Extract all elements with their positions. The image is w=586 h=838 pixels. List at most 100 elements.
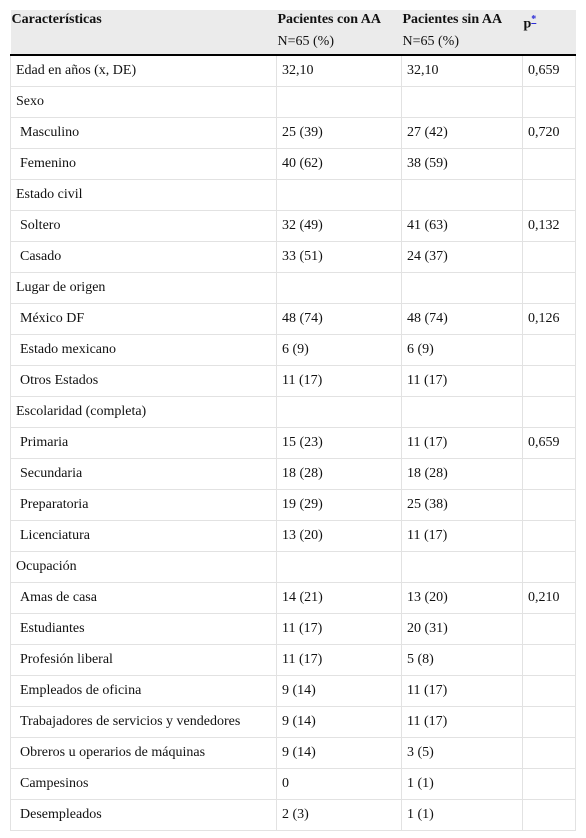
cell <box>276 551 402 583</box>
cell: 18 (28) <box>276 458 402 490</box>
cell <box>522 272 576 304</box>
footnote-link[interactable]: * <box>531 14 537 25</box>
row-label: Estudiantes <box>10 613 277 645</box>
table-row: Estado mexicano 6 (9) 6 (9) <box>10 334 576 366</box>
cell: 14 (21) <box>276 582 402 614</box>
table-row: Secundaria 18 (28) 18 (28) <box>10 458 576 490</box>
cell <box>401 272 523 304</box>
footnote-mark: * <box>531 12 536 25</box>
cell: 6 (9) <box>276 334 402 366</box>
cell <box>522 737 576 769</box>
cell: 24 (37) <box>401 241 523 273</box>
subheader-row: N=65 (%) N=65 (%) <box>10 34 576 56</box>
cell: 5 (8) <box>401 644 523 676</box>
table-row: Casado 33 (51) 24 (37) <box>10 241 576 273</box>
table-row: Preparatoria 19 (29) 25 (38) <box>10 489 576 521</box>
cell <box>401 551 523 583</box>
column-header: p* <box>522 10 576 34</box>
cell: 0,126 <box>522 303 576 335</box>
table-row: Desempleados 2 (3) 1 (1) <box>10 799 576 831</box>
cell: 0,659 <box>522 55 576 87</box>
cell: 32 (49) <box>276 210 402 242</box>
cell <box>401 179 523 211</box>
group-title: Estado civil <box>10 179 277 211</box>
cell: 0 <box>276 768 402 800</box>
cell <box>401 86 523 118</box>
table-row: Licenciatura 13 (20) 11 (17) <box>10 520 576 552</box>
row-label: Edad en años (x, DE) <box>10 55 277 87</box>
column-header: Pacientes con AA <box>276 10 402 34</box>
cell: 11 (17) <box>401 365 523 397</box>
cell: 6 (9) <box>401 334 523 366</box>
cell: 0,659 <box>522 427 576 459</box>
cell: 11 (17) <box>276 613 402 645</box>
cell: 33 (51) <box>276 241 402 273</box>
cell: 18 (28) <box>401 458 523 490</box>
cell <box>522 706 576 738</box>
table-row: Empleados de oficina 9 (14) 11 (17) <box>10 675 576 707</box>
cell: 13 (20) <box>276 520 402 552</box>
cell <box>522 365 576 397</box>
cell <box>276 86 402 118</box>
cell <box>522 768 576 800</box>
cell <box>522 613 576 645</box>
group-row: Estado civil <box>10 179 576 211</box>
row-label: Amas de casa <box>10 582 277 614</box>
cell: 19 (29) <box>276 489 402 521</box>
column-subheader <box>522 34 576 56</box>
cell: 1 (1) <box>401 768 523 800</box>
group-title: Sexo <box>10 86 277 118</box>
table-row: Primaria 15 (23) 11 (17) 0,659 <box>10 427 576 459</box>
cell <box>522 675 576 707</box>
cell: 40 (62) <box>276 148 402 180</box>
table-row: Obreros u operarios de máquinas 9 (14) 3 (… <box>10 737 576 769</box>
table-row: Edad en años (x, DE) 32,10 32,10 0,659 <box>10 55 576 87</box>
table-row: Trabajadores de servicios y vendedores 9 … <box>10 706 576 738</box>
cell <box>401 396 523 428</box>
cell <box>522 458 576 490</box>
cell <box>522 520 576 552</box>
row-label: Desempleados <box>10 799 277 831</box>
column-subheader: N=65 (%) <box>401 34 523 56</box>
cell <box>276 396 402 428</box>
cell: 32,10 <box>401 55 523 87</box>
data-table: Características Pacientes con AA Pacientes… <box>10 10 576 831</box>
cell: 13 (20) <box>401 582 523 614</box>
table-row: Profesión liberal 11 (17) 5 (8) <box>10 644 576 676</box>
cell: 9 (14) <box>276 706 402 738</box>
row-label: México DF <box>10 303 277 335</box>
table-row: México DF 48 (74) 48 (74) 0,126 <box>10 303 576 335</box>
group-row: Lugar de origen <box>10 272 576 304</box>
cell: 11 (17) <box>401 675 523 707</box>
cell: 11 (17) <box>401 706 523 738</box>
row-label: Preparatoria <box>10 489 277 521</box>
column-header: Características <box>10 10 277 34</box>
row-label: Campesinos <box>10 768 277 800</box>
table-row: Masculino 25 (39) 27 (42) 0,720 <box>10 117 576 149</box>
cell: 27 (42) <box>401 117 523 149</box>
cell: 38 (59) <box>401 148 523 180</box>
row-label: Trabajadores de servicios y vendedores <box>10 706 277 738</box>
column-subheader: N=65 (%) <box>276 34 402 56</box>
cell: 25 (39) <box>276 117 402 149</box>
cell: 0,720 <box>522 117 576 149</box>
table-header: Características Pacientes con AA Pacientes… <box>10 10 576 56</box>
row-label: Masculino <box>10 117 277 149</box>
cell <box>522 644 576 676</box>
column-subheader <box>10 34 277 56</box>
cell: 3 (5) <box>401 737 523 769</box>
column-header: Pacientes sin AA <box>401 10 523 34</box>
cell: 1 (1) <box>401 799 523 831</box>
group-row: Escolaridad (completa) <box>10 396 576 428</box>
row-label: Soltero <box>10 210 277 242</box>
table-body: Edad en años (x, DE) 32,10 32,10 0,659 Sexo M… <box>10 55 576 831</box>
row-label: Primaria <box>10 427 277 459</box>
row-label: Licenciatura <box>10 520 277 552</box>
cell <box>276 272 402 304</box>
cell: 11 (17) <box>401 520 523 552</box>
table-row: Campesinos 0 1 (1) <box>10 768 576 800</box>
row-label: Obreros u operarios de máquinas <box>10 737 277 769</box>
row-label: Femenino <box>10 148 277 180</box>
group-title: Escolaridad (completa) <box>10 396 277 428</box>
table-row: Soltero 32 (49) 41 (63) 0,132 <box>10 210 576 242</box>
